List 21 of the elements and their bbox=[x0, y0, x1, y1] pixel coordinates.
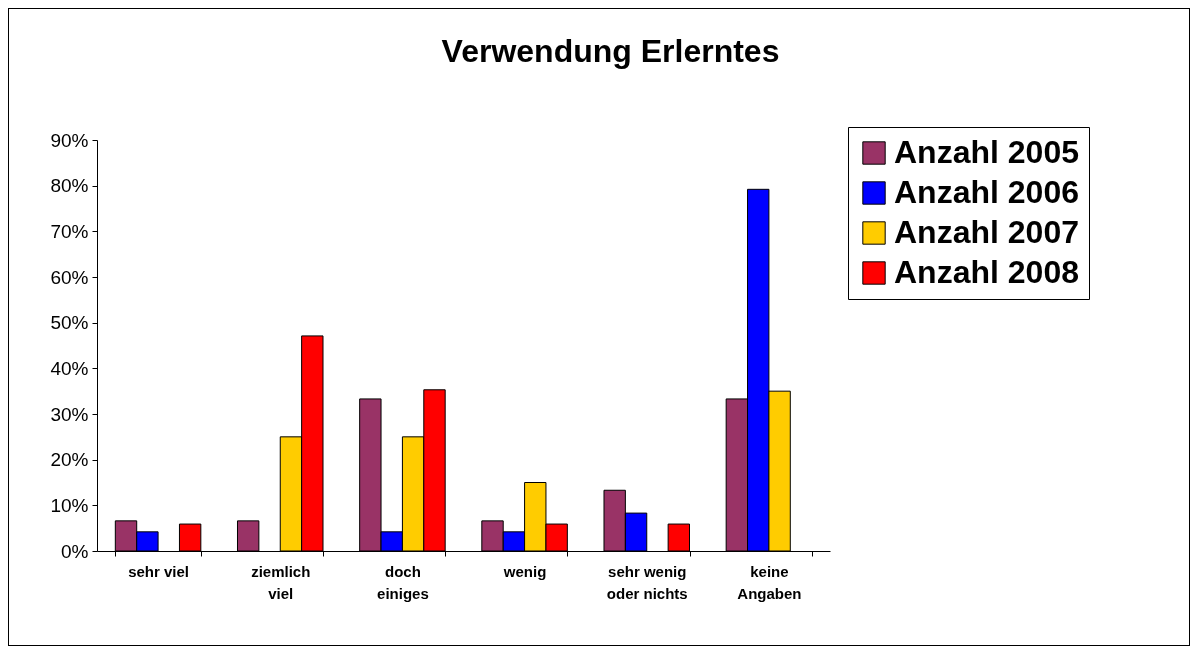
legend-label: Anzahl 2006 bbox=[894, 174, 1079, 210]
y-tick-label: 70% bbox=[50, 220, 89, 242]
legend-label: Anzahl 2007 bbox=[894, 214, 1079, 250]
x-tick-label: ziemlich viel bbox=[251, 562, 311, 602]
y-tick-label: 20% bbox=[50, 449, 89, 471]
x-tick-label: wenig bbox=[502, 562, 547, 580]
y-tick-label: 0% bbox=[61, 540, 89, 562]
y-tick-label: 40% bbox=[50, 357, 89, 379]
x-tick-label: keine Angaben bbox=[737, 562, 802, 602]
y-tick-label: 60% bbox=[50, 266, 89, 288]
y-tick-label: 10% bbox=[50, 494, 89, 516]
x-tick-label: doch einiges bbox=[377, 562, 429, 602]
legend-label: Anzahl 2005 bbox=[894, 134, 1079, 170]
y-tick-label: 30% bbox=[50, 403, 89, 425]
y-tick-label: 80% bbox=[50, 175, 89, 197]
legend-label: Anzahl 2008 bbox=[894, 254, 1079, 290]
chart-title: Verwendung Erlerntes bbox=[441, 32, 780, 69]
y-tick-label: 50% bbox=[50, 312, 89, 334]
x-tick-label: sehr wenig oder nichts bbox=[606, 562, 688, 602]
y-tick-label: 90% bbox=[50, 129, 89, 151]
x-tick-label: sehr viel bbox=[128, 562, 190, 580]
